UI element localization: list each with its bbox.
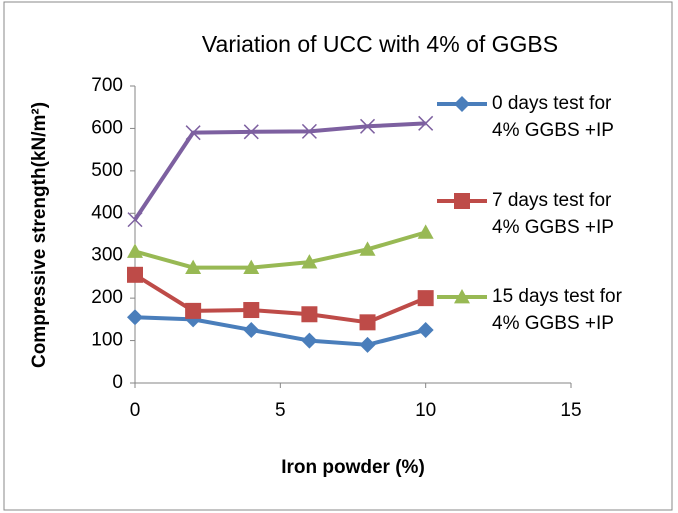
legend-label: 0 days test for 4% GGBS +IP [492,93,614,141]
marker [301,123,317,139]
chart-title: Variation of UCC with 4% of GGBS [202,31,558,57]
marker [417,224,434,239]
marker [127,243,143,258]
marker [360,118,376,134]
marker [417,321,434,338]
x-tick-label: 5 [275,400,286,421]
legend-label: 15 days test for 4% GGBS +IP [492,286,622,334]
series-line [133,121,426,221]
marker [417,290,434,307]
marker [301,306,318,323]
marker [301,332,318,349]
marker [359,241,376,256]
marker [127,212,143,228]
legend-label: 7 days test for 4% GGBS +IP [492,190,614,238]
y-tick-label: 400 [91,202,123,223]
legend-marker [454,193,470,209]
y-tick-label: 200 [91,287,123,308]
marker [127,266,143,283]
marker [359,336,376,353]
marker [243,259,260,274]
x-tick-label: 15 [560,400,581,421]
x-tick-label: 0 [130,400,141,421]
y-axis-label: Compressive strength(kN/m²) [29,102,50,368]
y-tick-label: 500 [91,160,123,181]
marker [243,124,259,140]
series-line [134,315,427,347]
y-tick-label: 300 [91,245,123,266]
legend-marker [454,96,470,112]
marker [243,321,260,338]
marker [185,259,202,274]
marker [418,115,434,131]
y-tick-label: 700 [91,75,123,96]
marker [185,302,202,319]
x-tick-label: 10 [415,400,436,421]
y-tick-label: 100 [91,330,123,351]
marker [185,125,201,141]
marker [243,302,260,319]
y-tick-label: 600 [91,117,123,138]
marker [301,254,318,269]
y-tick-label: 0 [112,372,123,393]
legend-marker [454,289,470,304]
series-line [133,273,427,325]
marker [127,309,143,326]
x-axis-label: Iron powder (%) [281,457,425,478]
marker [359,314,376,331]
series-line [134,230,427,270]
chart-border [3,1,673,511]
